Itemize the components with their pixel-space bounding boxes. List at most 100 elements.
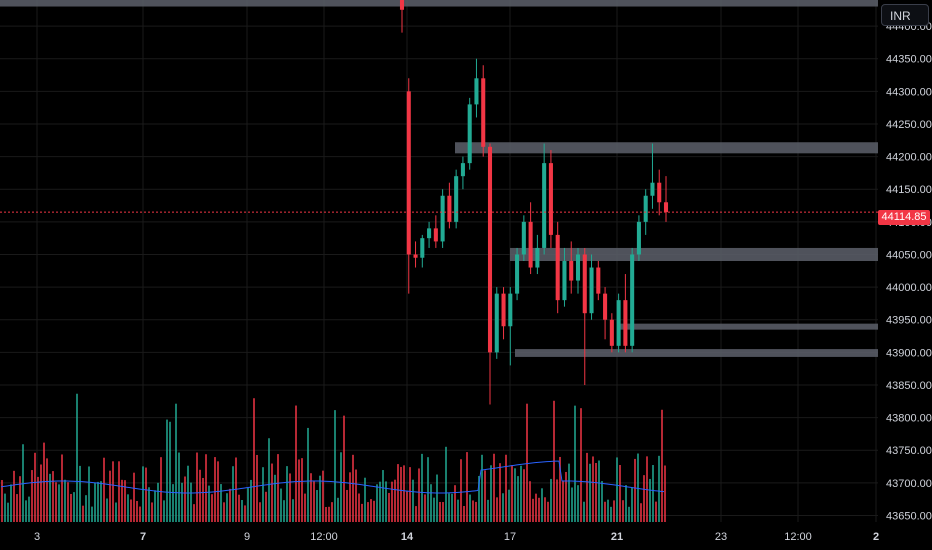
volume-bar <box>13 470 15 522</box>
volume-bar <box>439 501 441 522</box>
volume-bar <box>541 488 543 522</box>
volume-bar <box>355 469 357 522</box>
volume-bar <box>631 487 633 522</box>
volume-bar <box>436 474 438 522</box>
price-tick-label: 43700.00 <box>886 478 932 490</box>
volume-bar <box>622 500 624 522</box>
candle-body <box>515 254 520 294</box>
volume-bar <box>520 465 522 522</box>
volume-bar <box>346 489 348 522</box>
volume-bar <box>226 493 228 522</box>
volume-bar <box>130 499 132 522</box>
volume-bar <box>343 415 345 522</box>
volume-bar <box>475 501 477 522</box>
volume-bar <box>166 419 168 522</box>
volume-bar <box>16 494 18 522</box>
volume-bar <box>484 470 486 522</box>
time-tick-label: 14 <box>401 531 414 543</box>
volume-bar <box>469 494 471 522</box>
volume-bar <box>598 460 600 522</box>
price-tick-label: 43800.00 <box>886 413 932 425</box>
candle-body <box>616 300 621 346</box>
volume-bar <box>523 469 525 522</box>
volume-bar <box>493 453 495 522</box>
candle-body <box>562 261 567 301</box>
time-tick-label: 3 <box>34 531 40 543</box>
volume-bar <box>604 501 606 522</box>
volume-bar <box>499 463 501 522</box>
volume-bar <box>124 480 126 522</box>
volume-bar <box>337 497 339 522</box>
volume-bar <box>373 500 375 522</box>
volume-bar <box>265 491 267 522</box>
volume-bar <box>88 466 90 522</box>
volume-bar <box>298 459 300 522</box>
candle-body <box>399 0 405 10</box>
price-axis[interactable]: 43650.00 43700.00 43750.00 43800.00 43850.00… <box>886 21 932 522</box>
volume-bar <box>385 481 387 522</box>
price-tick-label: 44200.00 <box>886 152 932 164</box>
price-zone <box>620 323 878 330</box>
volume-bar <box>301 458 303 522</box>
volume-bar <box>70 493 72 522</box>
volume-bar <box>232 466 234 522</box>
currency-button[interactable]: INR <box>881 4 929 26</box>
volume-bar <box>448 493 450 522</box>
volume-bar <box>157 482 159 522</box>
candle-body <box>406 91 411 255</box>
candle-body <box>447 195 452 222</box>
volume-bar <box>646 456 648 522</box>
volume-bar <box>43 442 45 522</box>
candle-body <box>603 293 608 320</box>
volume-bar <box>643 475 645 522</box>
candle-body <box>501 293 506 327</box>
volume-bar <box>154 490 156 522</box>
volume-bar <box>619 465 621 522</box>
volume-bar <box>565 471 567 522</box>
price-tick-label: 43850.00 <box>886 380 932 392</box>
volume-bar <box>490 465 492 522</box>
candle-body <box>508 293 513 327</box>
volume-bar <box>37 476 39 522</box>
candle-body <box>481 78 486 147</box>
last-price-label: 44114.85 <box>878 210 930 225</box>
time-tick-label: 7 <box>140 531 146 543</box>
volume-bar <box>187 465 189 522</box>
volume-bar <box>601 481 603 522</box>
volume-bar <box>283 500 285 522</box>
price-tick-label: 44150.00 <box>886 184 932 196</box>
volume-bar <box>55 482 57 522</box>
volume-bar <box>19 476 21 522</box>
volume-bar <box>463 506 465 522</box>
volume-bar <box>595 463 597 522</box>
candle-body <box>555 234 560 301</box>
volume-bar <box>229 488 231 522</box>
volume-bar <box>85 495 87 522</box>
volume-bar <box>481 454 483 522</box>
volume-bar <box>64 479 66 522</box>
price-tick-label: 44350.00 <box>886 54 932 66</box>
candle-body <box>623 300 628 346</box>
volume-bar <box>466 452 468 522</box>
volume-bar <box>211 494 213 522</box>
volume-bar <box>313 481 315 522</box>
volume-bar <box>250 479 252 522</box>
volume-bar <box>316 490 318 522</box>
volume-bar <box>109 470 111 522</box>
volume-bar <box>406 491 408 522</box>
volume-bar <box>196 452 198 522</box>
volume-bar <box>634 458 636 522</box>
candle-body <box>460 163 465 177</box>
time-axis[interactable]: 3 7 9 12:00 14 17 21 23 12:00 2 <box>34 531 879 543</box>
volume-bar <box>613 500 615 522</box>
volume-bar <box>82 505 84 522</box>
volume-bar <box>379 481 381 522</box>
price-tick-label: 44050.00 <box>886 249 932 261</box>
volume-bar <box>7 502 9 522</box>
volume-bar <box>115 502 117 522</box>
volume-bar <box>442 502 444 522</box>
candle-body <box>589 267 594 314</box>
candle-body <box>548 163 553 235</box>
volume-bar <box>367 502 369 522</box>
